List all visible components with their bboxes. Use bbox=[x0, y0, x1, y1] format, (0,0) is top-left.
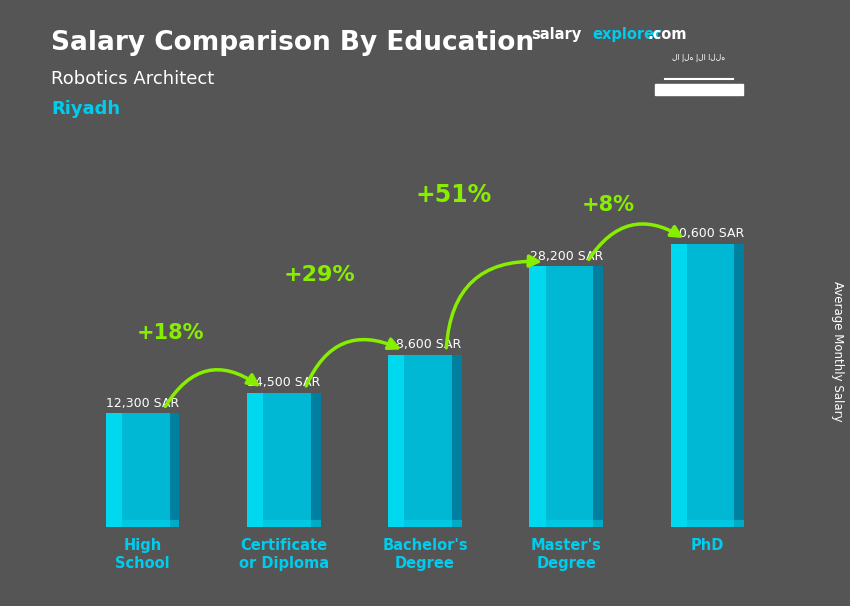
Bar bbox=[388, 355, 462, 527]
Text: salary: salary bbox=[531, 27, 581, 42]
Bar bbox=[247, 520, 320, 527]
Text: +18%: +18% bbox=[137, 322, 205, 342]
Bar bbox=[388, 355, 405, 527]
Text: Salary Comparison By Education: Salary Comparison By Education bbox=[51, 30, 534, 56]
Bar bbox=[734, 244, 744, 527]
Bar bbox=[247, 393, 264, 527]
Bar bbox=[247, 393, 320, 527]
Bar bbox=[530, 520, 603, 527]
Text: 28,200 SAR: 28,200 SAR bbox=[530, 250, 603, 262]
Bar bbox=[106, 520, 179, 527]
Text: 18,600 SAR: 18,600 SAR bbox=[388, 339, 462, 351]
Bar bbox=[452, 355, 462, 527]
Text: 30,600 SAR: 30,600 SAR bbox=[671, 227, 744, 241]
FancyArrowPatch shape bbox=[589, 224, 680, 259]
Text: +51%: +51% bbox=[415, 182, 491, 207]
Text: explorer: explorer bbox=[592, 27, 662, 42]
Text: +8%: +8% bbox=[582, 196, 635, 216]
Bar bbox=[671, 520, 744, 527]
Bar bbox=[311, 393, 320, 527]
Bar bbox=[671, 244, 687, 527]
Bar bbox=[593, 267, 603, 527]
FancyArrowPatch shape bbox=[446, 256, 538, 348]
Bar bbox=[671, 244, 744, 527]
Text: Average Monthly Salary: Average Monthly Salary bbox=[830, 281, 844, 422]
Bar bbox=[170, 413, 179, 527]
Bar bbox=[655, 84, 743, 95]
Text: 14,500 SAR: 14,500 SAR bbox=[247, 376, 320, 390]
Bar bbox=[106, 413, 122, 527]
Text: لا إله إلا الله: لا إله إلا الله bbox=[672, 53, 726, 62]
Text: .com: .com bbox=[648, 27, 687, 42]
FancyArrowPatch shape bbox=[166, 370, 258, 407]
Bar bbox=[388, 520, 462, 527]
FancyArrowPatch shape bbox=[306, 339, 398, 386]
Bar bbox=[530, 267, 603, 527]
Text: Riyadh: Riyadh bbox=[51, 100, 120, 118]
Bar bbox=[530, 267, 546, 527]
Text: 12,300 SAR: 12,300 SAR bbox=[106, 397, 179, 410]
Bar bbox=[106, 413, 179, 527]
Text: +29%: +29% bbox=[283, 265, 355, 285]
Text: Robotics Architect: Robotics Architect bbox=[51, 70, 214, 88]
